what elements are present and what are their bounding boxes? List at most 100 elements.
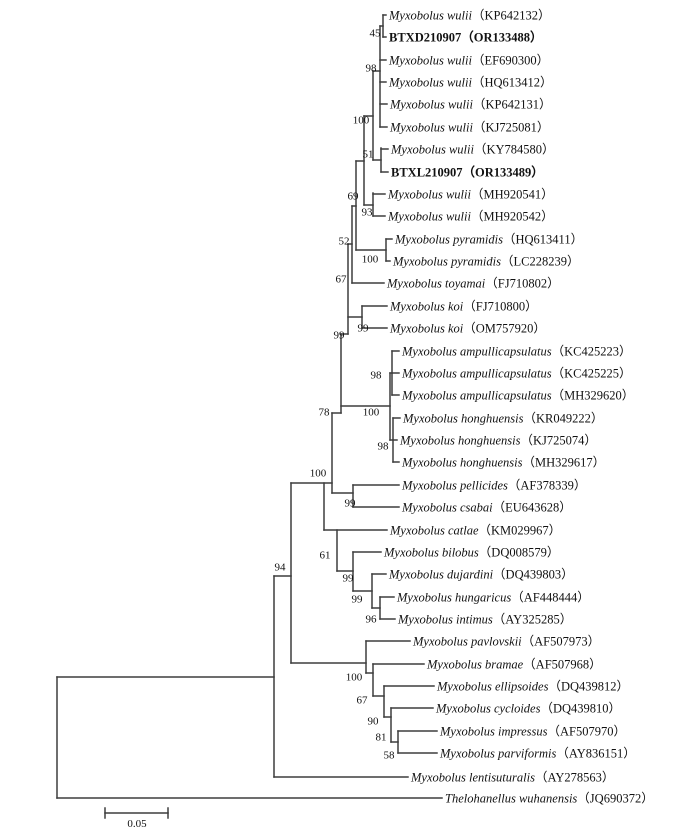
bootstrap-value: 69: [348, 191, 360, 203]
taxon-species-name: Myxobolus wulii: [389, 121, 474, 135]
taxon-accession: （OR133489）: [463, 165, 544, 180]
taxon-accession: （KC425223）: [552, 345, 632, 359]
taxon-label: Myxobolus ampullicapsulatus（MH329620）: [401, 389, 634, 403]
bootstrap-value: 100: [346, 672, 363, 684]
taxon-label: Thelohanellus wuhanensis（JQ690372）: [445, 792, 654, 806]
taxon-label: Myxobolus csabai（EU643628）: [401, 501, 572, 515]
taxon-label: Myxobolus hungaricus（AF448444）: [396, 591, 590, 605]
bootstrap-value: 90: [368, 716, 380, 728]
taxon-accession: （FJ710800）: [463, 300, 537, 314]
taxon-label: Myxobolus honghuensis（KR049222）: [402, 412, 603, 426]
taxon-label: Myxobolus wulii（EF690300）: [388, 54, 549, 68]
taxon-accession: （AF378339）: [508, 479, 586, 493]
taxon-label: Myxobolus bilobus（DQ008579）: [383, 546, 559, 560]
taxon-species-name: Myxobolus wulii: [387, 188, 472, 202]
taxon-species-name: BTXL210907: [391, 166, 463, 180]
taxon-species-name: Myxobolus koi: [389, 322, 464, 336]
taxon-accession: （DQ008579）: [479, 546, 560, 560]
taxon-accession: （KJ725074）: [520, 434, 596, 448]
taxon-label: Myxobolus ellipsoides（DQ439812）: [436, 680, 629, 694]
taxon-species-name: BTXD210907: [389, 31, 461, 45]
taxon-species-name: Myxobolus intimus: [397, 613, 493, 627]
bootstrap-value: 52: [339, 236, 350, 248]
bootstrap-value: 67: [336, 274, 348, 286]
taxon-label: Myxobolus cycloides（DQ439810）: [435, 702, 621, 716]
taxon-accession: （AF448444）: [511, 591, 589, 605]
taxon-label: Myxobolus lentisuturalis（AY278563）: [410, 771, 614, 785]
taxon-species-name: Myxobolus wulii: [389, 98, 474, 112]
taxon-accession: （HQ613411）: [503, 233, 583, 247]
taxon-accession: （LC228239）: [501, 255, 579, 269]
taxon-label: Myxobolus wulii（MH920542）: [387, 210, 554, 224]
taxon-label: Myxobolus ampullicapsulatus（KC425223）: [401, 345, 632, 359]
bootstrap-value: 98: [378, 441, 390, 453]
bootstrap-value: 67: [357, 695, 369, 707]
taxon-species-name: Myxobolus ellipsoides: [436, 680, 549, 694]
taxon-species-name: Myxobolus toyamai: [386, 277, 486, 291]
taxon-accession: （AY325285）: [493, 613, 572, 627]
bootstrap-value: 99: [345, 498, 357, 510]
bootstrap-value: 100: [310, 468, 327, 480]
taxon-accession: （OM757920）: [463, 322, 546, 336]
taxon-species-name: Myxobolus dujardini: [388, 568, 494, 582]
taxon-label: Myxobolus wulii（MH920541）: [387, 188, 554, 202]
taxon-species-name: Myxobolus lentisuturalis: [410, 771, 535, 785]
taxon-species-name: Myxobolus catlae: [389, 524, 479, 538]
taxon-accession: （HQ613412）: [472, 76, 553, 90]
bootstrap-value: 58: [384, 750, 396, 762]
bootstrap-value: 98: [371, 370, 383, 382]
taxon-species-name: Myxobolus wulii: [387, 210, 472, 224]
bootstrap-value: 99: [343, 573, 355, 585]
taxon-species-name: Myxobolus honghuensis: [399, 434, 521, 448]
bootstrap-value: 78: [319, 407, 331, 419]
taxon-label: Myxobolus catlae（KM029967）: [389, 524, 561, 538]
taxon-accession: （AF507970）: [548, 725, 626, 739]
taxon-label: Myxobolus pyramidis（HQ613411）: [394, 233, 583, 247]
bootstrap-value: 93: [362, 207, 374, 219]
taxon-accession: （KY784580）: [474, 143, 555, 157]
taxon-label: Myxobolus koi（OM757920）: [389, 322, 546, 336]
taxon-accession: （KR049222）: [523, 412, 603, 426]
bootstrap-value: 100: [353, 115, 370, 127]
taxon-species-name: Thelohanellus wuhanensis: [445, 792, 577, 806]
taxon-label: Myxobolus koi（FJ710800）: [389, 300, 538, 314]
taxon-label: Myxobolus dujardini（DQ439803）: [388, 568, 574, 582]
taxon-accession: （MH920542）: [471, 210, 554, 224]
taxon-accession: （KM029967）: [479, 524, 562, 538]
taxon-accession: （KP642132）: [472, 9, 550, 23]
bootstrap-value: 96: [366, 614, 378, 626]
taxon-species-name: Myxobolus pyramidis: [392, 255, 501, 269]
taxon-accession: （MH920541）: [471, 188, 554, 202]
taxon-accession: （AY278563）: [535, 771, 614, 785]
taxon-label: Myxobolus bramae（AF507968）: [426, 658, 602, 672]
taxon-species-name: Myxobolus wulii: [390, 143, 475, 157]
taxon-species-name: Myxobolus cycloides: [435, 702, 541, 716]
bootstrap-value: 51: [363, 149, 374, 161]
taxon-species-name: Myxobolus wulii: [388, 76, 473, 90]
taxon-species-name: Myxobolus pellicides: [401, 479, 508, 493]
taxon-species-name: Myxobolus wulii: [388, 54, 473, 68]
taxon-accession: （DQ439810）: [540, 702, 621, 716]
taxon-label: Myxobolus pellicides（AF378339）: [401, 479, 586, 493]
taxon-species-name: Myxobolus honghuensis: [401, 456, 523, 470]
taxon-species-name: Myxobolus pavlovskii: [412, 635, 522, 649]
taxon-species-name: Myxobolus ampullicapsulatus: [401, 389, 552, 403]
taxon-label: Myxobolus parviformis（AY836151）: [439, 747, 636, 761]
taxon-accession: （MH329617）: [522, 456, 605, 470]
taxon-accession: （AF507973）: [522, 635, 600, 649]
taxon-accession: （KC425225）: [552, 367, 632, 381]
taxon-accession: （JQ690372）: [577, 792, 653, 806]
taxon-label: BTXL210907（OR133489）: [391, 165, 544, 180]
taxon-species-name: Myxobolus pyramidis: [394, 233, 503, 247]
taxon-label: Myxobolus toyamai（FJ710802）: [386, 277, 560, 291]
taxon-accession: （OR133488）: [461, 30, 542, 45]
taxon-label: Myxobolus honghuensis（KJ725074）: [399, 434, 597, 448]
bootstrap-value: 81: [376, 732, 387, 744]
bootstrap-value: 99: [358, 323, 370, 335]
taxon-label: Myxobolus pyramidis（LC228239）: [392, 255, 579, 269]
taxon-label: Myxobolus wulii（KY784580）: [390, 143, 555, 157]
taxon-species-name: Myxobolus parviformis: [439, 747, 556, 761]
bootstrap-value: 100: [362, 254, 379, 266]
